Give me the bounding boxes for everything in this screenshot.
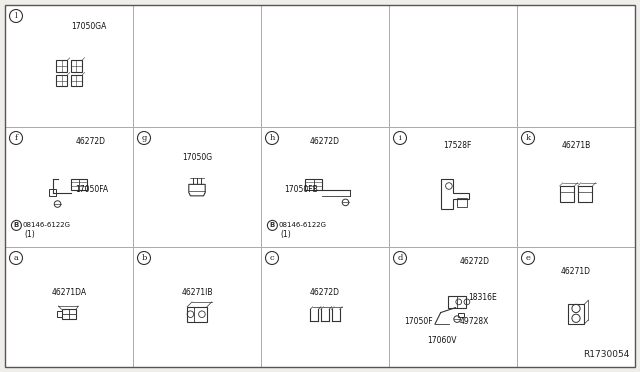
Circle shape [522,131,534,144]
Text: 46271IB: 46271IB [181,288,212,297]
Text: 08146-6122G: 08146-6122G [278,222,326,228]
Text: 46271D: 46271D [561,266,591,276]
Circle shape [266,251,278,264]
Circle shape [268,220,277,230]
Circle shape [10,131,22,144]
Circle shape [394,251,406,264]
Text: 17050FA: 17050FA [76,185,109,194]
Text: 17050GA: 17050GA [72,22,107,32]
Text: 17528F: 17528F [443,141,471,150]
Bar [56,75,67,86]
Text: 49728X: 49728X [460,317,489,326]
Bar [578,186,593,202]
Text: 17050FB: 17050FB [284,185,318,194]
Text: h: h [269,134,275,142]
Circle shape [12,220,21,230]
Bar [559,186,574,202]
Text: 17050F: 17050F [404,317,433,326]
Bar [70,179,87,190]
Text: a: a [13,254,19,262]
Text: 46272D: 46272D [76,137,106,146]
Text: g: g [141,134,147,142]
Text: B: B [270,222,275,228]
Text: 17060V: 17060V [428,336,457,345]
Text: l: l [15,12,17,20]
Text: k: k [525,134,531,142]
Text: 46271B: 46271B [561,141,591,150]
Text: 18316E: 18316E [468,293,497,302]
Bar [70,75,82,86]
Bar [305,179,322,190]
Text: (1): (1) [280,231,291,240]
Bar [568,304,584,324]
Circle shape [266,131,278,144]
Text: 46272D: 46272D [310,288,340,297]
Circle shape [394,131,406,144]
Bar [61,309,76,319]
Bar [56,60,67,72]
Text: B: B [14,222,19,228]
Text: 46272D: 46272D [460,257,490,266]
Bar [448,296,466,308]
Text: 17050G: 17050G [182,153,212,161]
Text: b: b [141,254,147,262]
Text: d: d [397,254,403,262]
Bar [57,311,61,317]
Text: R1730054: R1730054 [584,350,630,359]
Text: 46271DA: 46271DA [51,288,86,297]
Text: i: i [399,134,401,142]
Bar [49,189,56,196]
Text: (1): (1) [24,231,35,240]
Text: 08146-6122G: 08146-6122G [22,222,70,228]
Bar [457,198,467,206]
Bar [187,307,207,321]
Text: f: f [15,134,17,142]
Circle shape [138,131,150,144]
Text: c: c [269,254,275,262]
Text: 46272D: 46272D [310,137,340,146]
Text: e: e [525,254,531,262]
Circle shape [10,10,22,22]
Circle shape [138,251,150,264]
Circle shape [10,251,22,264]
Bar [70,60,82,72]
Circle shape [522,251,534,264]
